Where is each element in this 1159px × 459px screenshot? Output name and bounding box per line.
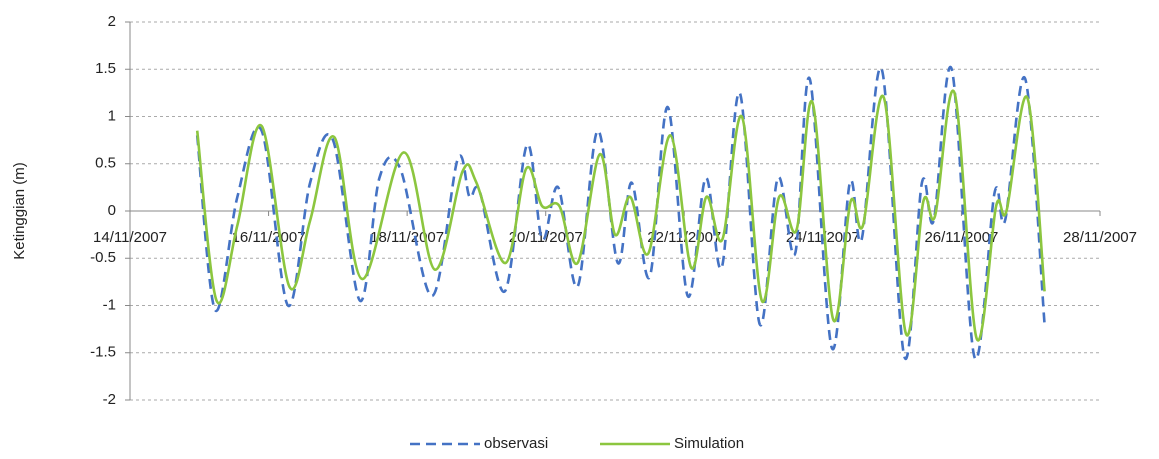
- y-tick-label: -1.5: [90, 344, 116, 361]
- data-line: [195, 89, 1046, 342]
- data-line: [195, 65, 1046, 361]
- y-tick-label: -2: [103, 391, 116, 408]
- x-tick-label: 16/11/2007: [232, 229, 306, 246]
- legend-item: Simulation: [600, 435, 744, 452]
- legend-label: observasi: [484, 435, 548, 452]
- y-tick-label: 0.5: [95, 155, 116, 172]
- legend-label: Simulation: [674, 435, 744, 452]
- x-tick-label: 18/11/2007: [370, 229, 444, 246]
- y-tick-label: 1.5: [95, 60, 116, 77]
- y-tick-label: -0.5: [90, 249, 116, 266]
- y-tick-label: 1: [108, 107, 116, 124]
- y-axis-label: Ketinggian (m): [11, 162, 28, 260]
- legend-item: observasi: [410, 435, 548, 452]
- x-tick-label: 26/11/2007: [924, 229, 998, 246]
- x-tick-label: 28/11/2007: [1063, 229, 1137, 246]
- x-tick-label: 22/11/2007: [647, 229, 721, 246]
- y-tick-label: 2: [108, 13, 116, 30]
- y-tick-label: -1: [103, 296, 116, 313]
- x-tick-label: 14/11/2007: [93, 229, 167, 246]
- y-tick-label: 0: [108, 202, 116, 219]
